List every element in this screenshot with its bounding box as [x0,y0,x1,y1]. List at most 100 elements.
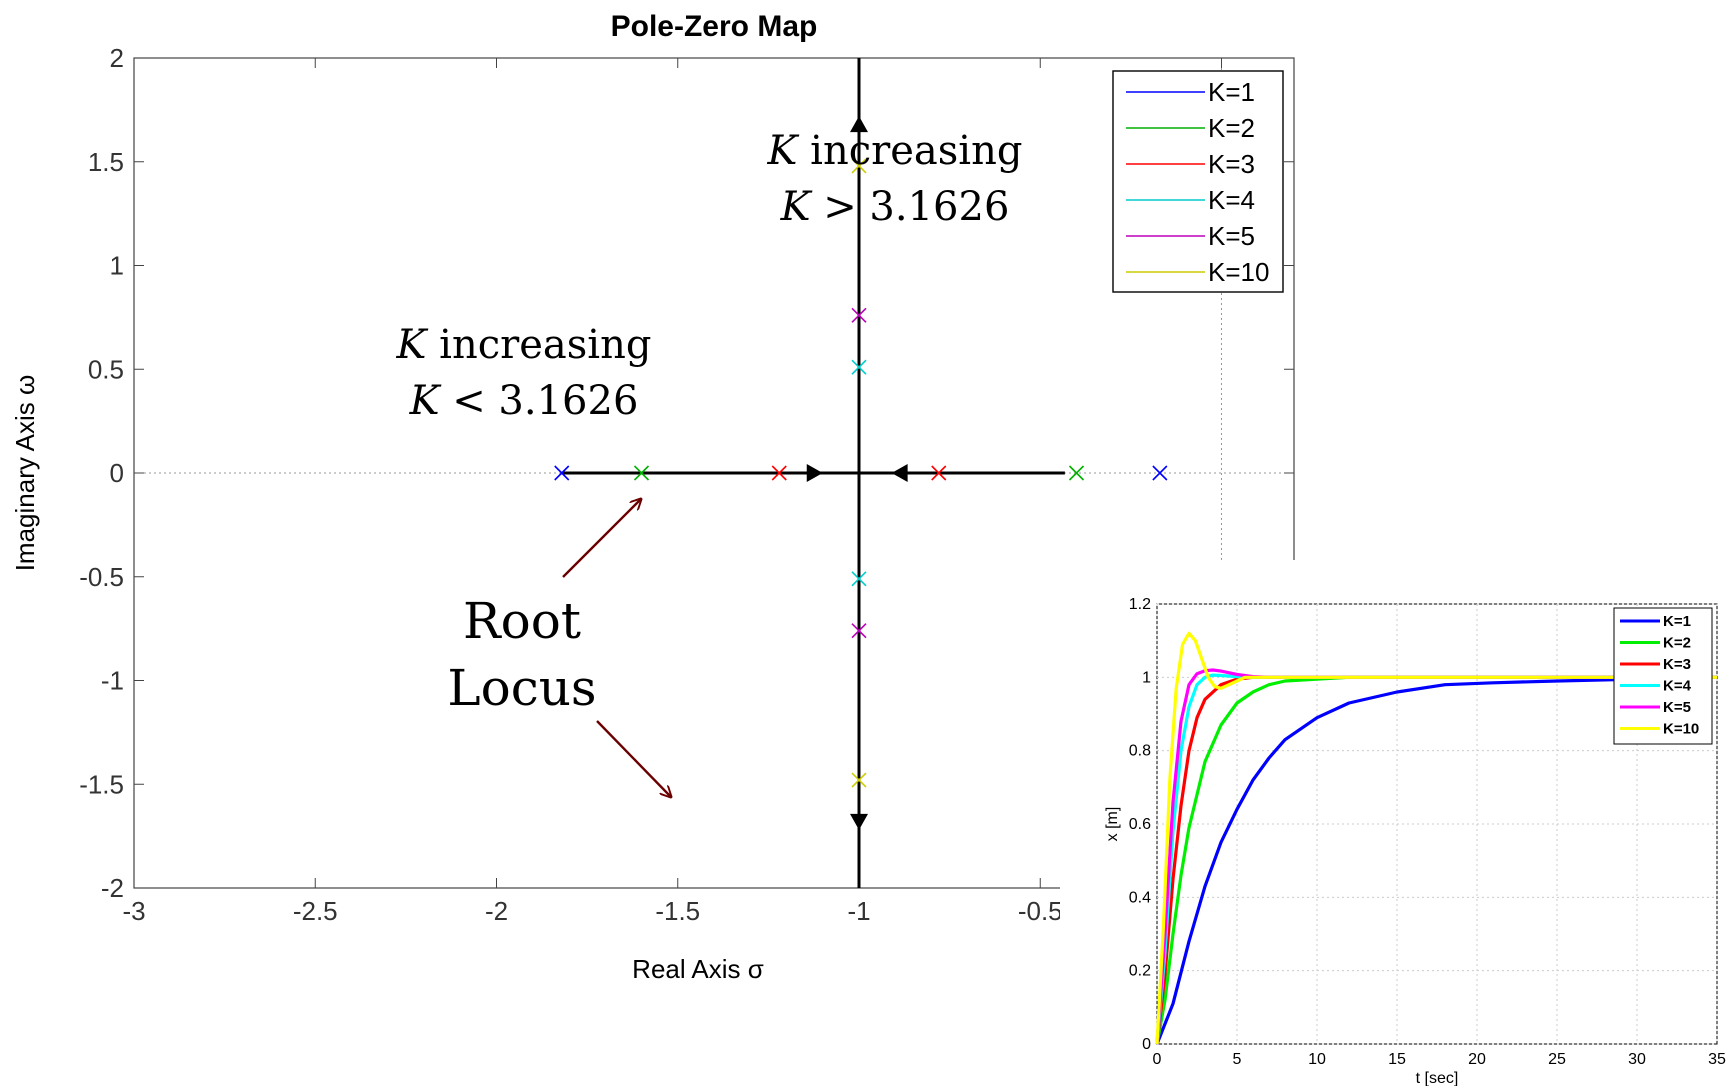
y-tick-label: 1.5 [88,147,124,177]
pole-marker [1068,465,1085,481]
legend-label: K=10 [1208,257,1269,287]
inset-x-tick-label: 25 [1548,1051,1566,1068]
root-locus-lines [561,58,1065,888]
annotation-k-threshold-upper: K > 3.1626 [780,184,1010,230]
inset-legend-label: K=4 [1663,678,1692,695]
x-tick-label: -2.5 [293,896,338,926]
legend-box [1112,70,1284,293]
pole-marker [554,465,570,481]
chart-title: Pole-Zero Map [611,10,818,43]
inset-series-line [1155,675,1718,1045]
inset-x-axis-label: t [sec] [1416,1070,1459,1086]
legend-label: K=3 [1208,149,1255,179]
pole-marker [851,307,867,323]
inset-grid [1156,603,1718,1045]
pole-stroke [851,307,867,323]
pole-stroke [851,623,867,639]
pole-marker [931,465,947,481]
inset-y-tick-label: 0.6 [1129,816,1151,833]
y-tick-label: -1.5 [79,769,124,799]
pole-stroke [771,465,787,481]
inset-x-tick-label: 10 [1308,1051,1326,1068]
annotation-text: > 3.1626 [810,184,1009,230]
annotation-locus: Locus [447,659,596,717]
inset-axis-ticks: 0 5 10 15 20 25 30 35 0 0.2 0.4 0.6 0.8 1 1.2 [1129,596,1726,1068]
inset-y-tick-label: 0.4 [1129,889,1151,906]
pole-stroke [1068,465,1085,481]
pole-marker [851,623,867,639]
inset-y-axis-label: x [m] [1104,807,1121,842]
annotation-k-increasing-left: K increasing [396,322,652,368]
inset-x-tick-label: 0 [1153,1051,1162,1068]
inset-y-tick-label: 0.8 [1129,743,1151,760]
legend-label: K=5 [1208,221,1255,251]
pole-marker [851,158,867,174]
pole-stroke [851,571,867,587]
inset-x-tick-label: 30 [1628,1051,1646,1068]
pole-stroke [633,465,650,481]
inset-y-tick-label: 1.2 [1129,596,1151,613]
pole-stroke [851,158,867,174]
root-locus-arrow-upper [562,499,641,578]
pole-stroke [851,359,867,375]
pole-marker [633,465,650,481]
inset-legend-label: K=2 [1663,635,1691,652]
pole-marker [851,571,867,587]
pole-stroke [851,772,867,788]
inset-legend-label: K=1 [1663,613,1691,630]
inset-legend: K=1 K=2 K=3 K=4 K=5 K=10 [1613,607,1713,745]
annotation-var: K [396,322,429,368]
locus-arrow-down [850,813,868,830]
inset-x-tick-label: 35 [1708,1051,1726,1068]
inset-legend-label: K=3 [1663,656,1691,673]
x-tick-label: -2 [485,896,508,926]
x-tick-label: -1.5 [655,896,700,926]
annotation-k-increasing-upper: K increasing [767,128,1023,174]
inset-legend-box [1613,607,1713,745]
inset-x-tick-label: 5 [1233,1051,1242,1068]
locus-arrow-up [850,116,868,133]
inset-legend-label: K=5 [1663,699,1691,716]
inset-series-line [1155,631,1717,1045]
annotation-text: < 3.1626 [439,378,638,424]
legend-label: K=2 [1208,113,1255,143]
inset-y-tick-label: 1 [1142,669,1151,686]
pole-stroke [1152,465,1168,481]
y-tick-label: -0.5 [79,562,124,592]
inset-legend-label: K=10 [1663,721,1699,738]
locus-arrow-right [806,464,823,482]
y-tick-label: -1 [101,666,124,696]
y-tick-label: 0.5 [88,354,124,384]
legend: K=1 K=2 K=3 K=4 K=5 K=10 [1112,70,1284,293]
annotation-text: increasing [426,322,651,368]
inset-series-lines [1155,631,1718,1045]
pole-marker [851,359,867,375]
pole-marker [1152,465,1168,481]
x-tick-label: -1 [847,896,870,926]
legend-label: K=4 [1208,185,1255,215]
annotation-root: Root [463,592,581,650]
annotation-var: K [780,184,813,230]
y-tick-label: 1 [110,251,124,281]
inset-x-tick-label: 20 [1468,1051,1486,1068]
annotation-var: K [767,128,800,174]
annotation-text: increasing [797,128,1022,174]
pole-stroke [931,465,947,481]
legend-label: K=1 [1208,77,1255,107]
y-tick-label: 2 [110,43,124,73]
locus-arrow-left [891,464,908,482]
y-tick-label: -2 [101,873,124,903]
x-axis-label: Real Axis σ [632,954,764,984]
x-tick-label: -3 [122,896,145,926]
annotation-k-threshold-left: K < 3.1626 [409,378,639,424]
inset-y-tick-label: 0.2 [1129,963,1151,980]
pole-markers [554,158,1168,788]
root-locus-arrow-lower [596,720,671,797]
pole-marker [771,465,787,481]
pole-stroke [554,465,570,481]
annotation-var: K [409,378,442,424]
inset-y-tick-label: 0 [1142,1036,1151,1053]
y-axis-label: Imaginary Axis ω [10,375,40,572]
